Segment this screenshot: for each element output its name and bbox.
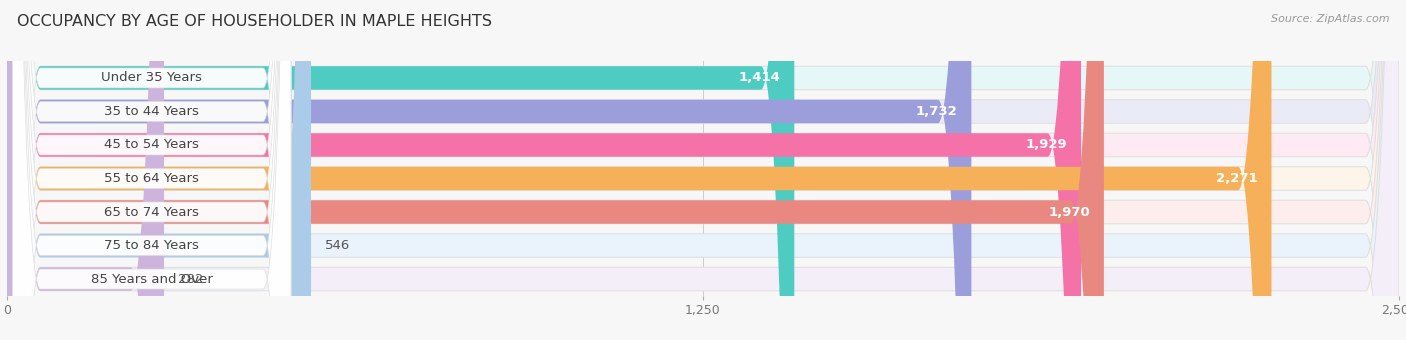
Text: 75 to 84 Years: 75 to 84 Years xyxy=(104,239,200,252)
FancyBboxPatch shape xyxy=(7,0,311,340)
FancyBboxPatch shape xyxy=(7,0,165,340)
Text: 65 to 74 Years: 65 to 74 Years xyxy=(104,205,200,219)
FancyBboxPatch shape xyxy=(7,0,1399,340)
FancyBboxPatch shape xyxy=(7,0,1399,340)
Text: 55 to 64 Years: 55 to 64 Years xyxy=(104,172,200,185)
FancyBboxPatch shape xyxy=(13,0,291,340)
FancyBboxPatch shape xyxy=(7,0,1399,340)
FancyBboxPatch shape xyxy=(13,0,291,340)
FancyBboxPatch shape xyxy=(7,0,1104,340)
Text: 1,414: 1,414 xyxy=(738,71,780,84)
Text: 1,929: 1,929 xyxy=(1025,138,1067,152)
Text: 1,732: 1,732 xyxy=(915,105,957,118)
FancyBboxPatch shape xyxy=(7,0,1399,340)
FancyBboxPatch shape xyxy=(7,0,1399,340)
Text: 35 to 44 Years: 35 to 44 Years xyxy=(104,105,200,118)
FancyBboxPatch shape xyxy=(13,0,291,340)
Text: OCCUPANCY BY AGE OF HOUSEHOLDER IN MAPLE HEIGHTS: OCCUPANCY BY AGE OF HOUSEHOLDER IN MAPLE… xyxy=(17,14,492,29)
FancyBboxPatch shape xyxy=(7,0,972,340)
Text: Under 35 Years: Under 35 Years xyxy=(101,71,202,84)
FancyBboxPatch shape xyxy=(13,0,291,340)
Text: 2,271: 2,271 xyxy=(1216,172,1257,185)
FancyBboxPatch shape xyxy=(13,0,291,340)
Text: 1,970: 1,970 xyxy=(1049,205,1090,219)
FancyBboxPatch shape xyxy=(7,0,794,340)
FancyBboxPatch shape xyxy=(7,0,1271,340)
FancyBboxPatch shape xyxy=(13,0,291,340)
Text: Source: ZipAtlas.com: Source: ZipAtlas.com xyxy=(1271,14,1389,23)
Text: 282: 282 xyxy=(179,273,204,286)
Text: 85 Years and Over: 85 Years and Over xyxy=(91,273,212,286)
FancyBboxPatch shape xyxy=(7,0,1399,340)
FancyBboxPatch shape xyxy=(7,0,1081,340)
Text: 546: 546 xyxy=(325,239,350,252)
FancyBboxPatch shape xyxy=(7,0,1399,340)
Text: 45 to 54 Years: 45 to 54 Years xyxy=(104,138,200,152)
FancyBboxPatch shape xyxy=(13,0,291,340)
